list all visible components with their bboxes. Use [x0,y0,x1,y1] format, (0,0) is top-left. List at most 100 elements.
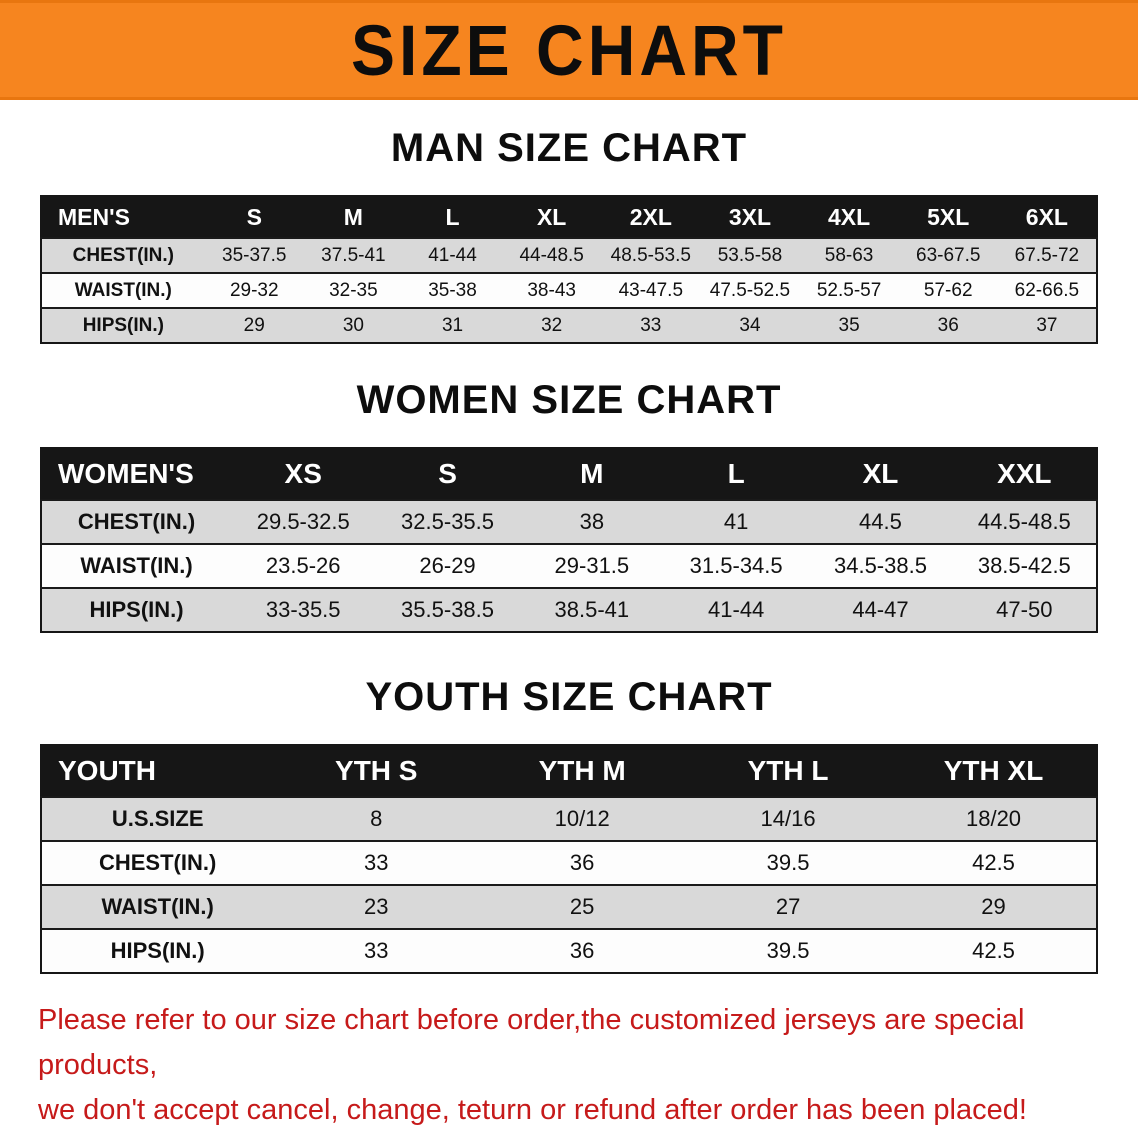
table-row: CHEST(IN.) 33 36 39.5 42.5 [41,841,1097,885]
size-value-cell: 23.5-26 [265,553,341,578]
table-row: HIPS(IN.) 33-35.5 35.5-38.5 38.5-41 41-44 44-… [41,588,1097,632]
size-value-cell: 38.5-42.5 [977,553,1071,578]
row-label: WAIST(IN.) [74,279,172,301]
table-corner-label: MEN'S [41,196,205,238]
size-table: WOMEN'S XS S M L XL XXL CHEST(IN.) 29.5-32.5 32.5… [40,447,1098,633]
women-section: WOMEN SIZE CHART WOMEN'S XS S M L XL XXL CHEST(… [0,378,1138,633]
size-column-header: XS [231,448,376,500]
size-value-cell: 33 [364,850,389,875]
table-row: WAIST(IN.) 23 25 27 29 [41,885,1097,929]
table-row: HIPS(IN.) 29 30 31 32 33 34 35 36 37 [41,308,1097,343]
row-label: CHEST(IN.) [98,850,217,875]
size-value-cell: 58-63 [824,244,874,266]
size-value-cell: 36 [937,314,959,336]
size-table: YOUTH YTH S YTH M YTH L YTH XL U.S.SIZE 8 10/12… [40,744,1098,974]
size-value-cell: 30 [342,314,364,336]
size-value-cell: 29-31.5 [554,553,630,578]
table-corner-label: WOMEN'S [41,448,232,500]
youth-size-table: YOUTH YTH S YTH M YTH L YTH XL U.S.SIZE 8 10/12… [0,744,1138,974]
size-value-cell: 47.5-52.5 [709,279,791,301]
disclaimer-line-1: Please refer to our size chart before or… [38,1004,1025,1081]
size-value-cell: 37 [1036,314,1058,336]
size-value-cell: 33 [364,938,389,963]
size-column-header: YTH XL [891,745,1097,797]
size-value-cell: 42.5 [972,938,1015,963]
table-corner-label: YOUTH [41,745,274,797]
size-value-cell: 33 [640,314,662,336]
table-header-row: MEN'S S M L XL 2XL 3XL 4XL 5XL 6XL [41,196,1097,238]
size-value-cell: 36 [569,850,595,875]
row-label: HIPS(IN.) [89,597,184,622]
size-value-cell: 38.5-41 [554,597,630,622]
size-value-cell: 52.5-57 [816,279,882,301]
size-column-header: YTH S [273,745,480,797]
row-label: CHEST(IN.) [77,509,196,534]
size-value-cell: 39.5 [766,938,810,963]
size-value-cell: 26-29 [419,553,476,578]
size-value-cell: 57-62 [923,279,973,301]
size-value-cell: 35-38 [428,279,477,301]
size-value-cell: 31 [441,314,464,336]
row-label: HIPS(IN.) [110,938,205,963]
size-value-cell: 41-44 [428,244,477,266]
size-table: MEN'S S M L XL 2XL 3XL 4XL 5XL 6XL CHEST(IN.) 35-37… [40,195,1098,344]
women-section-heading: WOMEN SIZE CHART [356,378,782,422]
size-column-header: L [402,196,503,238]
size-value-cell: 32 [541,314,563,336]
size-value-cell: 48.5-53.5 [610,244,691,266]
row-label: WAIST(IN.) [101,894,214,919]
row-label: HIPS(IN.) [82,314,164,336]
size-column-header: S [375,448,520,500]
size-value-cell: 32.5-35.5 [401,509,495,534]
men-section-heading: MAN SIZE CHART [390,126,748,170]
size-value-cell: 35.5-38.5 [401,597,495,622]
size-column-header: YTH L [685,745,892,797]
size-value-cell: 8 [370,806,383,831]
table-row: WAIST(IN.) 23.5-26 26-29 29-31.5 31.5-34.5 34… [41,544,1097,588]
size-column-header: XXL [952,448,1097,500]
size-value-cell: 29 [243,314,265,336]
size-column-header: 4XL [799,196,899,238]
size-value-cell: 10/12 [554,806,610,831]
size-value-cell: 42.5 [972,850,1015,875]
size-value-cell: 44-48.5 [519,244,584,266]
youth-section-heading: YOUTH SIZE CHART [365,675,773,719]
size-value-cell: 33-35.5 [265,597,341,622]
table-row: HIPS(IN.) 33 36 39.5 42.5 [41,929,1097,973]
size-value-cell: 47-50 [996,597,1053,622]
size-column-header: XL [808,448,953,500]
size-column-header: 6XL [997,196,1097,238]
size-column-header: M [303,196,403,238]
size-value-cell: 41-44 [708,597,765,622]
size-value-cell: 34.5-38.5 [833,553,927,578]
size-value-cell: 38 [579,509,605,534]
size-value-cell: 18/20 [965,806,1022,831]
size-value-cell: 25 [569,894,595,919]
size-column-header: 3XL [700,196,800,238]
size-value-cell: 35-37.5 [222,244,287,266]
size-value-cell: 38-43 [527,279,576,301]
size-column-header: M [519,448,664,500]
size-column-header: 5XL [898,196,998,238]
size-value-cell: 29-32 [229,279,279,301]
men-section: MAN SIZE CHART MEN'S S M L XL 2XL 3XL 4XL 5XL 6XL… [0,126,1138,344]
size-column-header: 2XL [601,196,701,238]
size-value-cell: 35 [838,314,860,336]
row-label: CHEST(IN.) [72,244,174,266]
disclaimer: Please refer to our size chart before or… [0,998,1138,1133]
size-value-cell: 14/16 [760,806,816,831]
size-value-cell: 41 [723,509,749,534]
row-label: WAIST(IN.) [80,553,193,578]
banner-title: SIZE CHART [351,10,787,90]
size-value-cell: 44-47 [852,597,909,622]
size-value-cell: 53.5-58 [717,244,783,266]
size-value-cell: 27 [775,894,801,919]
size-column-header: L [664,448,809,500]
size-value-cell: 29.5-32.5 [256,509,350,534]
size-value-cell: 34 [739,314,761,336]
size-column-header: S [204,196,304,238]
size-value-cell: 31.5-34.5 [689,553,783,578]
table-header-row: YOUTH YTH S YTH M YTH L YTH XL [41,745,1097,797]
size-value-cell: 44.5-48.5 [977,509,1071,534]
